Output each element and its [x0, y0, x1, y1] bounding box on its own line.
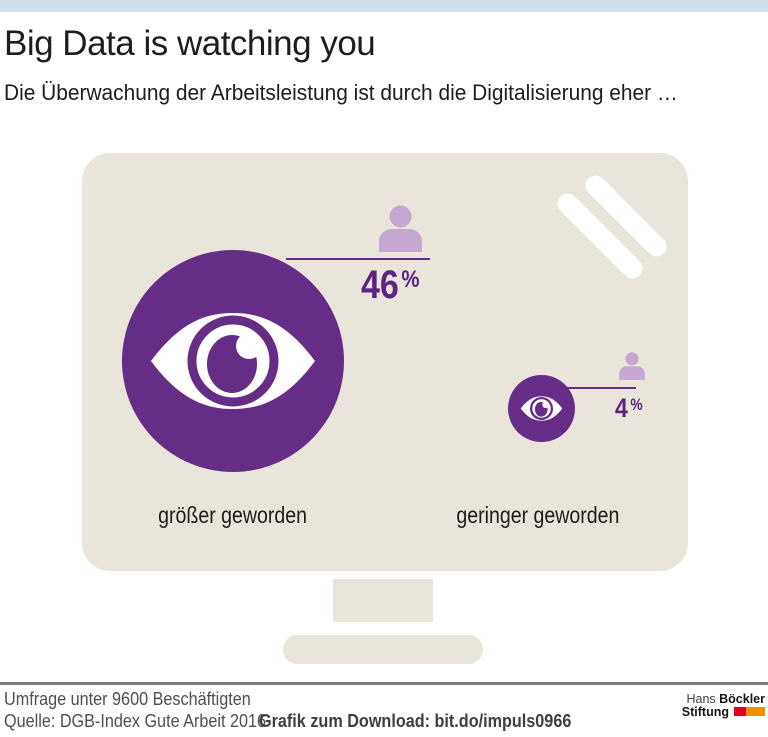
logo-orange-square	[746, 707, 765, 716]
eye-icon	[148, 308, 318, 414]
category-label-text: größer geworden	[158, 502, 308, 528]
survey-note: Umfrage unter 9600 Beschäftigten	[4, 689, 251, 709]
page-title: Big Data is watching you	[4, 24, 376, 63]
value-groesser-geworden: 46%	[361, 265, 420, 305]
bubble-geringer-geworden	[508, 375, 575, 442]
logo-hans-text: Hans	[686, 692, 716, 706]
bubble-groesser-geworden	[122, 250, 344, 472]
connector-line-small	[566, 387, 636, 389]
eye-icon	[520, 395, 563, 422]
footer-divider	[0, 682, 768, 685]
value-number: 46	[361, 263, 399, 307]
monitor-stand-base	[283, 635, 483, 664]
top-accent-bar	[0, 0, 768, 12]
category-label-text: geringer geworden	[456, 502, 620, 528]
logo-line1: Hans Böckler	[682, 693, 765, 706]
percent-sign: %	[401, 266, 420, 294]
monitor-stand-neck	[333, 579, 433, 622]
hans-boeckler-stiftung-logo: Hans Böckler Stiftung	[682, 693, 765, 719]
category-label-groesser: größer geworden	[103, 502, 363, 529]
logo-line2: Stiftung	[682, 706, 765, 719]
category-label-geringer: geringer geworden	[408, 502, 668, 529]
page-subtitle: Die Überwachung der Arbeitsleistung ist …	[4, 80, 678, 105]
download-link-text: Grafik zum Download: bit.do/impuls0966	[259, 711, 572, 731]
value-number: 4	[615, 393, 628, 423]
logo-red-square	[734, 707, 746, 716]
person-icon	[619, 352, 645, 380]
value-geringer-geworden: 4%	[615, 395, 643, 422]
logo-boeckler-text: Böckler	[719, 692, 765, 706]
percent-sign: %	[630, 395, 643, 414]
source-text: Quelle: DGB-Index Gute Arbeit 2016	[4, 711, 267, 731]
person-icon	[379, 205, 422, 252]
connector-line-big	[286, 258, 430, 260]
monitor-screen: 46% 4% größer geworden geringer geworden	[82, 153, 688, 571]
logo-stiftung-text: Stiftung	[681, 705, 729, 719]
